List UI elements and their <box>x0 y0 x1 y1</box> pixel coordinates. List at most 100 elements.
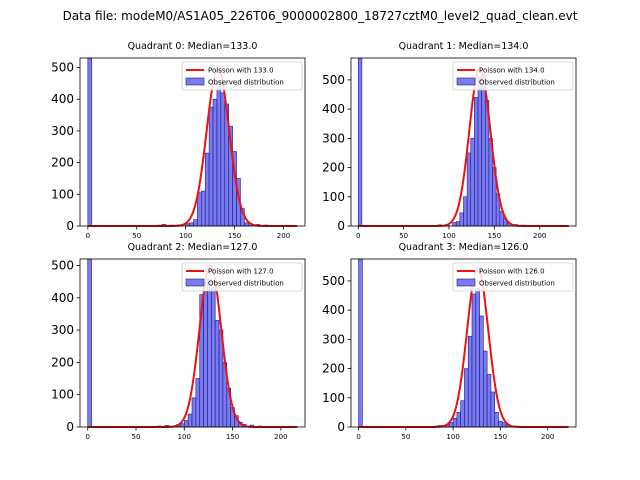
histogram-bar <box>193 219 198 227</box>
histogram-bar <box>490 391 496 428</box>
histogram-bar <box>207 278 212 428</box>
histogram-bar <box>208 106 214 227</box>
histogram-bar <box>358 258 363 428</box>
histogram-bar <box>475 287 480 428</box>
legend-label-observed: Observed distribution <box>479 79 555 87</box>
legend-box <box>181 262 303 292</box>
quadrant-3-panel: Quadrant 3: Median=126.00100200300400500… <box>322 242 577 441</box>
histogram-bar <box>474 97 479 227</box>
x-tick-label: 50 <box>399 232 408 240</box>
histogram-bar <box>486 374 492 428</box>
legend-box <box>452 61 574 91</box>
legend-label-poisson: Poisson with 126.0 <box>479 268 545 276</box>
y-tick-label: 300 <box>51 323 74 337</box>
histogram-bar <box>459 212 464 227</box>
histogram-bar <box>483 350 488 428</box>
x-tick-label: 100 <box>442 232 455 240</box>
y-tick-label: 400 <box>51 92 74 106</box>
histogram-bar <box>477 76 482 227</box>
y-tick-label: 100 <box>322 391 345 405</box>
quadrant-title: Quadrant 3: Median=126.0 <box>399 242 529 253</box>
histogram-bar <box>203 291 208 428</box>
y-tick-label: 500 <box>51 61 74 75</box>
y-tick-label: 100 <box>322 190 345 204</box>
quadrant-title: Quadrant 2: Median=127.0 <box>128 242 258 253</box>
quadrant-title: Quadrant 1: Median=134.0 <box>399 41 529 52</box>
x-tick-label: 100 <box>178 433 191 441</box>
y-tick-label: 200 <box>322 161 345 175</box>
histogram-bars <box>87 57 276 227</box>
y-tick-label: 200 <box>51 156 74 170</box>
y-tick-label: 0 <box>66 420 74 434</box>
y-tick-label: 500 <box>322 274 345 288</box>
quadrant-title: Quadrant 0: Median=133.0 <box>128 41 258 52</box>
y-tick-label: 100 <box>51 388 74 402</box>
histogram-bar <box>479 315 484 428</box>
histogram-bar <box>466 152 472 227</box>
histogram-bar <box>357 57 363 227</box>
histogram-bar <box>216 79 222 227</box>
y-tick-label: 300 <box>322 332 345 346</box>
legend-label-observed: Observed distribution <box>479 280 555 288</box>
legend: Poisson with 127.0 Observed distribution <box>181 262 303 292</box>
legend-label-observed: Observed distribution <box>208 280 284 288</box>
histogram-bars <box>87 258 270 428</box>
y-tick-label: 400 <box>322 303 345 317</box>
legend-box <box>181 61 303 91</box>
histogram-bar <box>87 57 93 227</box>
histogram-bar <box>452 417 458 428</box>
x-tick-label: 150 <box>228 232 241 240</box>
x-tick-label: 200 <box>277 232 290 240</box>
y-tick-label: 500 <box>322 73 345 87</box>
y-tick-label: 300 <box>51 124 74 138</box>
legend-bar-swatch <box>456 278 476 287</box>
x-tick-label: 200 <box>541 433 554 441</box>
histogram-bar <box>220 92 226 227</box>
histogram-bar <box>471 293 477 428</box>
y-tick-label: 300 <box>322 131 345 145</box>
axes-frame <box>350 57 577 227</box>
y-tick-label: 0 <box>66 219 74 233</box>
histogram-bar <box>498 420 503 428</box>
legend-box <box>452 262 574 292</box>
histogram-bar <box>456 412 461 428</box>
y-tick-label: 200 <box>51 355 74 369</box>
quadrant-2-panel: Quadrant 2: Median=127.00100200300400500… <box>51 242 306 441</box>
legend: Poisson with 134.0 Observed distribution <box>452 61 574 91</box>
axes-frame <box>79 258 306 428</box>
y-tick-label: 0 <box>337 420 345 434</box>
histogram-bar <box>244 222 249 227</box>
y-tick-label: 0 <box>337 219 345 233</box>
x-tick-label: 50 <box>401 433 410 441</box>
y-tick-label: 100 <box>51 187 74 201</box>
axes-frame <box>350 258 577 428</box>
histogram-bar <box>204 152 210 227</box>
y-tick-label: 400 <box>51 291 74 305</box>
histogram-bar <box>212 98 218 227</box>
x-tick-label: 150 <box>494 433 507 441</box>
histogram-bar <box>455 221 461 227</box>
legend-label-poisson: Poisson with 134.0 <box>479 67 545 75</box>
histogram-bar <box>494 412 499 428</box>
x-tick-label: 50 <box>132 433 141 441</box>
histogram-bar <box>201 190 206 227</box>
x-tick-label: 50 <box>132 232 141 240</box>
x-tick-label: 200 <box>274 433 287 441</box>
legend-label-poisson: Poisson with 127.0 <box>208 268 274 276</box>
x-tick-label: 0 <box>356 433 360 441</box>
y-tick-label: 200 <box>322 362 345 376</box>
histogram-bar <box>195 378 201 428</box>
x-tick-label: 200 <box>533 232 546 240</box>
histogram-bar <box>463 196 468 227</box>
histogram-bar <box>183 420 189 428</box>
legend-bar-swatch <box>456 77 476 86</box>
histogram-bar <box>470 138 475 227</box>
legend-label-observed: Observed distribution <box>208 79 284 87</box>
legend: Poisson with 126.0 Observed distribution <box>452 262 574 292</box>
histogram-bar <box>211 287 216 428</box>
histogram-bar <box>87 258 92 428</box>
x-tick-label: 0 <box>85 433 89 441</box>
histogram-bar <box>214 320 220 428</box>
x-tick-label: 150 <box>488 232 501 240</box>
